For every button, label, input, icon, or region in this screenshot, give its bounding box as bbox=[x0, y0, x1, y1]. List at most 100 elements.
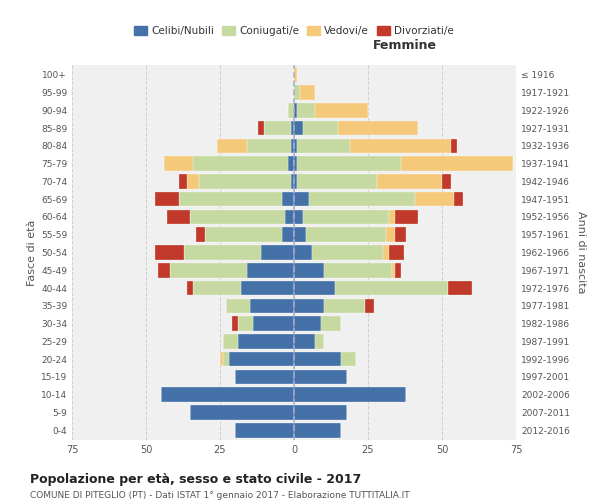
Bar bbox=[315, 334, 323, 348]
Y-axis label: Anni di nascita: Anni di nascita bbox=[575, 211, 586, 294]
Bar bbox=[294, 68, 297, 82]
Bar bbox=[395, 228, 406, 242]
Bar bbox=[184, 245, 262, 260]
Bar bbox=[161, 388, 294, 402]
Bar bbox=[155, 192, 179, 206]
Text: Femmine: Femmine bbox=[373, 39, 437, 52]
Bar bbox=[297, 103, 315, 118]
Bar bbox=[291, 121, 294, 136]
Bar bbox=[365, 298, 374, 313]
Bar bbox=[187, 281, 193, 295]
Bar bbox=[294, 405, 347, 419]
Bar bbox=[282, 192, 294, 206]
Bar bbox=[294, 86, 300, 100]
Bar bbox=[190, 210, 285, 224]
Bar bbox=[238, 316, 253, 331]
Bar bbox=[158, 263, 170, 278]
Bar bbox=[291, 174, 294, 188]
Bar bbox=[315, 103, 368, 118]
Bar bbox=[341, 352, 356, 366]
Bar bbox=[170, 263, 247, 278]
Bar bbox=[442, 174, 451, 188]
Text: COMUNE DI PITEGLIO (PT) - Dati ISTAT 1° gennaio 2017 - Elaborazione TUTTITALIA.I: COMUNE DI PITEGLIO (PT) - Dati ISTAT 1° … bbox=[30, 491, 410, 500]
Bar bbox=[294, 388, 406, 402]
Bar bbox=[155, 245, 184, 260]
Bar bbox=[294, 334, 315, 348]
Bar bbox=[383, 245, 389, 260]
Bar bbox=[294, 316, 320, 331]
Bar bbox=[294, 210, 303, 224]
Y-axis label: Fasce di età: Fasce di età bbox=[27, 220, 37, 286]
Bar bbox=[187, 174, 199, 188]
Bar bbox=[294, 245, 312, 260]
Bar bbox=[350, 138, 451, 153]
Bar bbox=[294, 103, 297, 118]
Bar bbox=[294, 228, 306, 242]
Bar bbox=[320, 316, 341, 331]
Bar bbox=[167, 210, 190, 224]
Bar bbox=[164, 156, 193, 171]
Bar bbox=[448, 281, 472, 295]
Bar bbox=[238, 334, 294, 348]
Bar bbox=[285, 210, 294, 224]
Bar bbox=[294, 352, 341, 366]
Bar bbox=[262, 245, 294, 260]
Bar bbox=[312, 245, 383, 260]
Bar bbox=[247, 263, 294, 278]
Bar bbox=[282, 228, 294, 242]
Bar bbox=[253, 316, 294, 331]
Bar bbox=[306, 228, 386, 242]
Bar bbox=[401, 156, 513, 171]
Bar bbox=[259, 121, 265, 136]
Bar bbox=[395, 263, 401, 278]
Bar bbox=[226, 298, 250, 313]
Bar bbox=[294, 156, 297, 171]
Bar bbox=[309, 192, 415, 206]
Bar bbox=[235, 423, 294, 438]
Bar bbox=[220, 352, 223, 366]
Bar bbox=[223, 352, 229, 366]
Bar bbox=[294, 174, 297, 188]
Bar bbox=[338, 121, 418, 136]
Bar bbox=[377, 174, 442, 188]
Bar bbox=[232, 316, 238, 331]
Bar bbox=[288, 156, 294, 171]
Bar bbox=[303, 210, 389, 224]
Bar bbox=[179, 174, 187, 188]
Bar bbox=[297, 156, 401, 171]
Bar bbox=[294, 370, 347, 384]
Bar bbox=[229, 352, 294, 366]
Bar bbox=[205, 228, 282, 242]
Bar bbox=[294, 263, 323, 278]
Bar bbox=[193, 156, 288, 171]
Bar bbox=[392, 263, 395, 278]
Bar bbox=[415, 192, 454, 206]
Bar bbox=[196, 228, 205, 242]
Bar bbox=[294, 423, 341, 438]
Bar bbox=[294, 192, 309, 206]
Bar bbox=[291, 138, 294, 153]
Bar bbox=[294, 298, 323, 313]
Bar bbox=[199, 174, 291, 188]
Bar bbox=[323, 298, 365, 313]
Bar bbox=[235, 370, 294, 384]
Bar bbox=[389, 245, 404, 260]
Bar bbox=[294, 281, 335, 295]
Text: Popolazione per età, sesso e stato civile - 2017: Popolazione per età, sesso e stato civil… bbox=[30, 472, 361, 486]
Bar bbox=[386, 228, 395, 242]
Bar bbox=[335, 281, 448, 295]
Bar bbox=[294, 121, 303, 136]
Bar bbox=[217, 138, 247, 153]
Bar bbox=[190, 405, 294, 419]
Bar bbox=[294, 138, 297, 153]
Bar bbox=[297, 174, 377, 188]
Legend: Celibi/Nubili, Coniugati/e, Vedovi/e, Divorziati/e: Celibi/Nubili, Coniugati/e, Vedovi/e, Di… bbox=[130, 22, 458, 40]
Bar bbox=[179, 192, 282, 206]
Bar bbox=[247, 138, 291, 153]
Bar bbox=[303, 121, 338, 136]
Bar bbox=[395, 210, 418, 224]
Bar bbox=[223, 334, 238, 348]
Bar bbox=[451, 138, 457, 153]
Bar bbox=[389, 210, 395, 224]
Bar bbox=[454, 192, 463, 206]
